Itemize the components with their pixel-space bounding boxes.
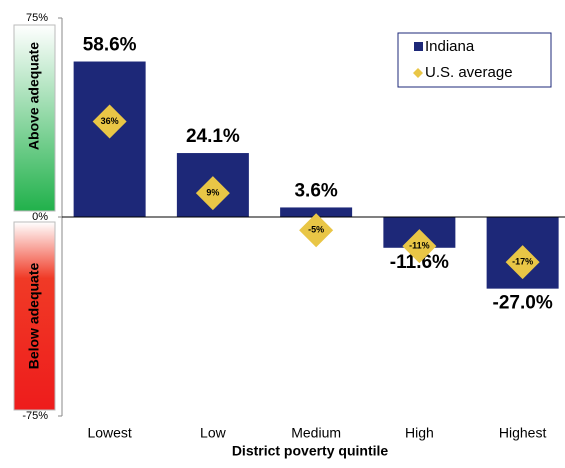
us-average-marker (505, 245, 540, 280)
us-average-marker (402, 229, 437, 264)
x-tick-label: Highest (499, 425, 547, 441)
data-label: 24.1% (186, 126, 240, 147)
x-tick-label: High (405, 425, 434, 441)
zone-below-label: Below adequate (26, 263, 42, 370)
legend (397, 32, 552, 88)
x-tick-label: Medium (291, 425, 341, 441)
bar (73, 61, 146, 218)
legend-swatch (414, 42, 423, 51)
zone-below (13, 221, 56, 411)
x-tick-label: Low (200, 425, 227, 441)
us-average-marker (299, 213, 334, 248)
marker-label: -5% (308, 225, 324, 235)
legend-label: Indiana (425, 38, 475, 55)
y-tick-label: -75% (22, 410, 48, 422)
data-label: 3.6% (294, 180, 337, 201)
us-average-marker (92, 104, 127, 139)
legend-label: U.S. average (425, 64, 513, 81)
marker-label: 36% (101, 116, 119, 126)
data-label: -27.0% (493, 293, 553, 314)
bar (280, 207, 353, 217)
marker-label: -11% (409, 241, 430, 251)
zone-above (13, 24, 56, 212)
us-average-marker (195, 176, 230, 211)
zone-above-label: Above adequate (26, 42, 42, 150)
x-tick-label: Lowest (87, 425, 131, 441)
marker-label: -17% (512, 256, 533, 266)
marker-label: 9% (206, 187, 219, 197)
y-tick-label: 75% (26, 12, 48, 24)
x-axis-label: District poverty quintile (232, 443, 389, 459)
legend-swatch (413, 68, 423, 78)
data-label: 58.6% (83, 35, 137, 56)
y-tick-label: 0% (32, 211, 48, 223)
